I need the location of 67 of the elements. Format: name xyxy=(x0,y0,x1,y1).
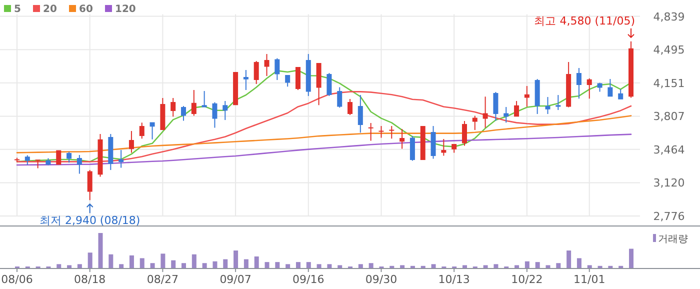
bar xyxy=(587,265,592,268)
bar xyxy=(160,254,166,268)
x-tick-label: 09/30 xyxy=(365,273,398,286)
bar xyxy=(264,262,270,268)
bar xyxy=(462,265,467,268)
bar xyxy=(546,265,550,268)
bar xyxy=(535,262,540,268)
bar xyxy=(316,264,322,268)
bar xyxy=(88,252,92,268)
bar xyxy=(67,265,72,268)
bar xyxy=(368,263,374,268)
bar xyxy=(171,260,176,268)
y-tick-label: 2,776 xyxy=(653,210,685,223)
bar xyxy=(576,258,582,268)
bar xyxy=(192,254,196,268)
bar xyxy=(108,254,114,268)
bar xyxy=(182,263,186,268)
legend-label: 20 xyxy=(43,4,57,15)
x-tick-label: 08/18 xyxy=(74,273,106,286)
bar xyxy=(306,262,311,268)
bar xyxy=(244,259,248,268)
bar xyxy=(431,264,436,268)
bar xyxy=(358,264,363,268)
bar xyxy=(286,264,290,268)
x-tick-label: 10/13 xyxy=(438,273,470,286)
bar xyxy=(119,264,124,268)
bar xyxy=(223,259,228,268)
bar xyxy=(556,263,561,268)
y-tick-label: 4,495 xyxy=(653,44,685,57)
bar xyxy=(566,250,572,268)
y-tick-label: 3,807 xyxy=(653,110,685,124)
legend-label: 5 xyxy=(14,4,21,15)
bar xyxy=(629,248,634,268)
bar xyxy=(129,255,134,268)
legend-label: 120 xyxy=(115,4,136,15)
x-tick-label: 08/27 xyxy=(146,273,179,286)
legend-label: 거래량 xyxy=(658,234,688,245)
bar xyxy=(150,263,155,268)
bar xyxy=(296,262,300,268)
x-tick-label: 09/16 xyxy=(292,273,324,286)
bar xyxy=(77,264,82,268)
y-tick-label: 3,464 xyxy=(653,143,685,156)
bar xyxy=(524,261,530,268)
bar xyxy=(327,264,332,268)
bar xyxy=(275,262,280,268)
x-tick-label: 09/07 xyxy=(220,273,252,286)
annotation: 최저 2,940 (08/18) xyxy=(39,214,140,228)
bar xyxy=(140,258,144,268)
bar xyxy=(212,261,218,268)
bar xyxy=(234,250,238,268)
annotation: 최고 4,580 (11/05) xyxy=(534,14,635,28)
y-tick-label: 4,839 xyxy=(653,10,685,24)
y-tick-label: 4,151 xyxy=(653,76,685,90)
y-tick-label: 3,120 xyxy=(653,176,685,190)
bar xyxy=(254,256,259,268)
bar xyxy=(56,264,62,268)
x-tick-label: 10/22 xyxy=(511,273,543,286)
bar xyxy=(514,265,520,268)
bar xyxy=(494,264,498,268)
bar xyxy=(400,265,405,268)
bar xyxy=(202,263,207,268)
x-tick-label: 11/01 xyxy=(574,273,606,286)
x-tick-label: 08/06 xyxy=(1,273,33,286)
legend-label: 60 xyxy=(79,4,93,15)
bar xyxy=(98,233,103,268)
bar xyxy=(483,265,488,268)
bar xyxy=(338,265,342,268)
